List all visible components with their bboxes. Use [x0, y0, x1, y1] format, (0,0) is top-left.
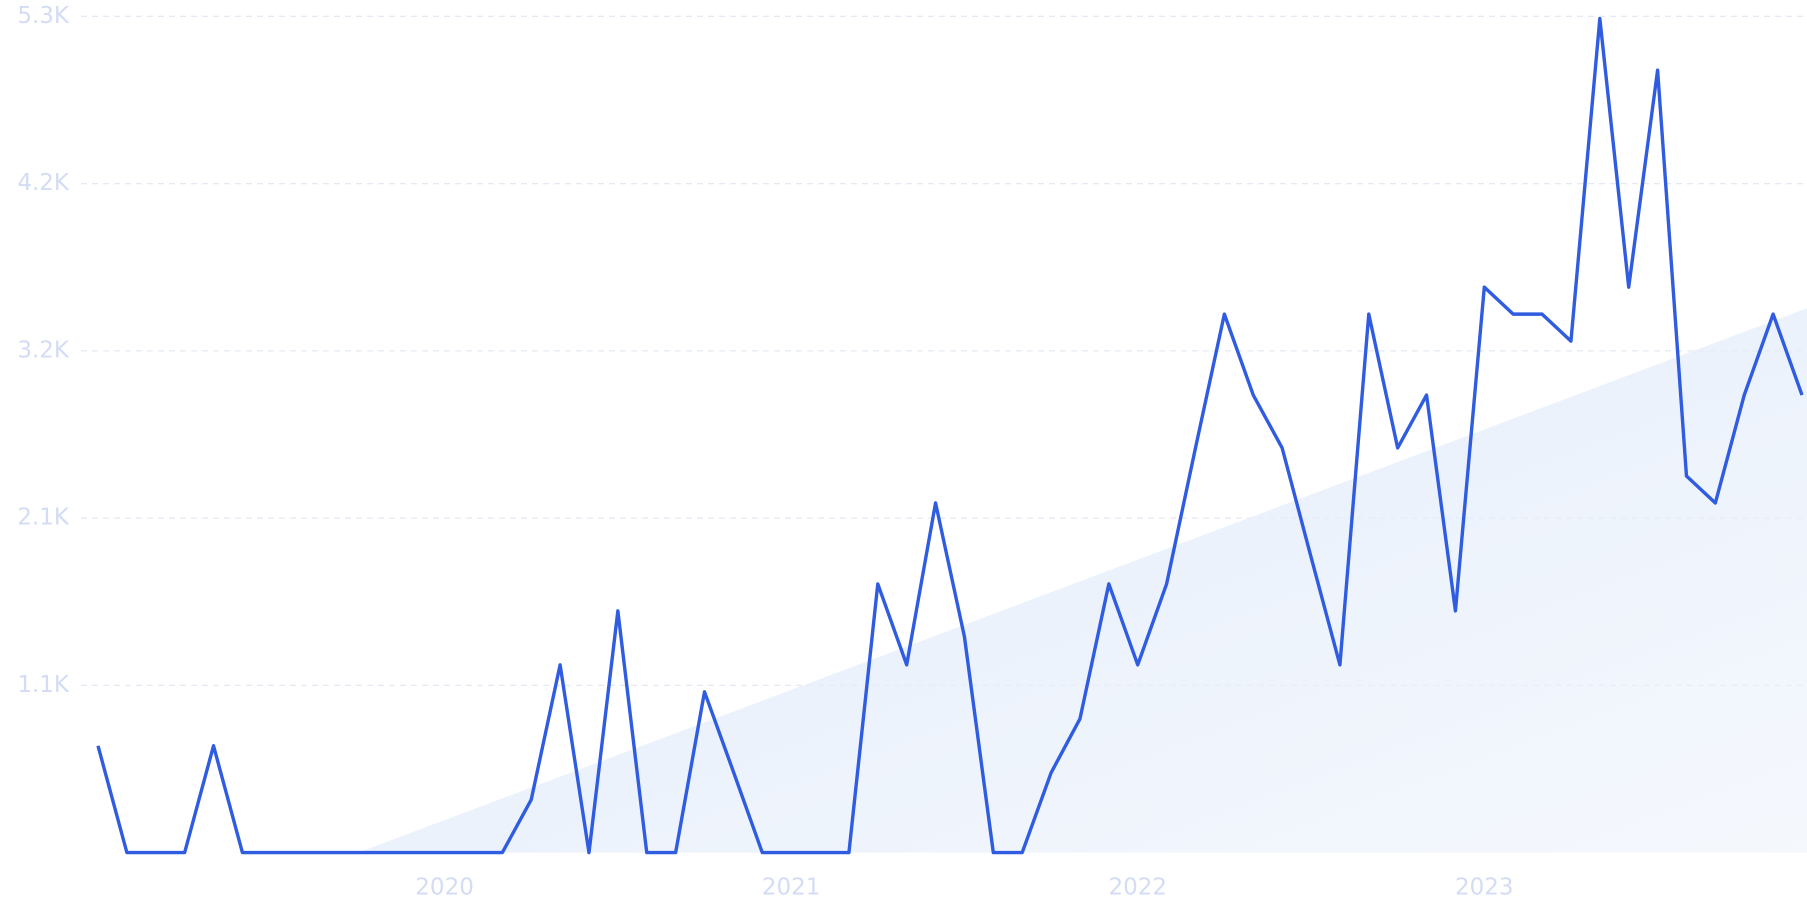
y-tick-label: 4.2K	[17, 170, 70, 196]
y-tick-label: 5.3K	[17, 3, 70, 29]
x-tick-label: 2020	[415, 875, 474, 901]
x-tick-label: 2023	[1455, 875, 1514, 901]
x-tick-label: 2021	[762, 875, 821, 901]
y-tick-label: 2.1K	[17, 505, 70, 531]
trend-area	[358, 308, 1807, 853]
x-tick-label: 2022	[1108, 875, 1167, 901]
y-tick-label: 3.2K	[17, 337, 70, 363]
y-tick-label: 1.1K	[17, 672, 70, 698]
data-line	[96, 16, 1804, 855]
